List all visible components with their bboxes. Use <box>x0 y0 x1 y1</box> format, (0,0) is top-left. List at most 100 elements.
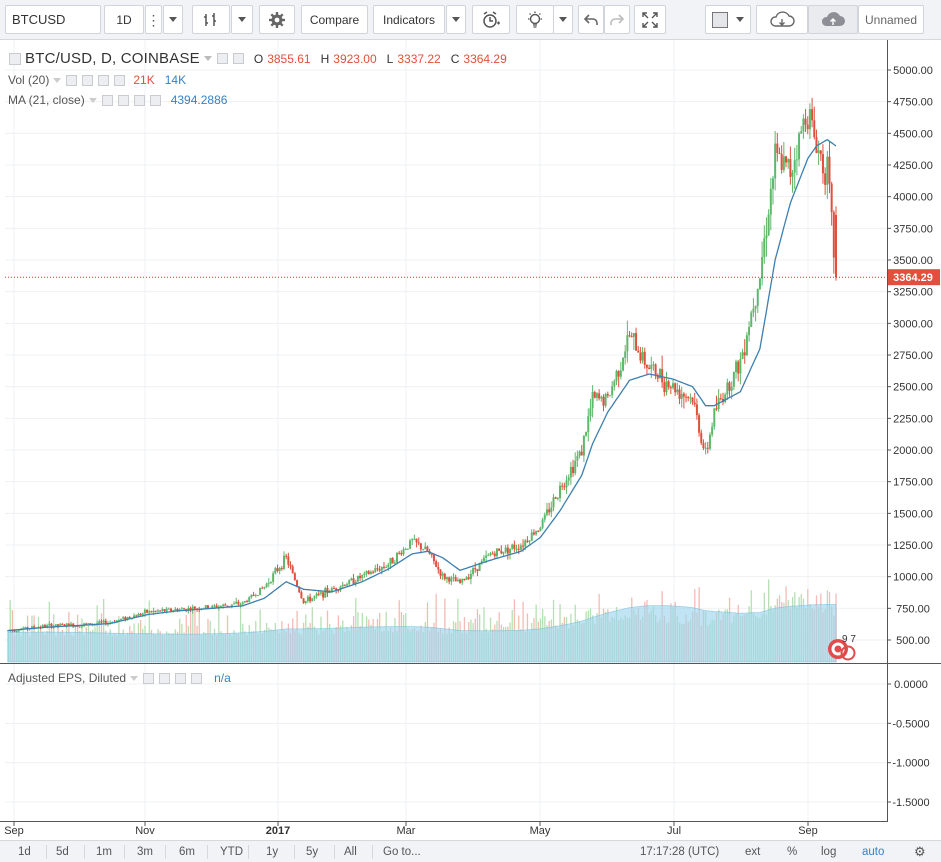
goto-button[interactable]: Go to... <box>383 846 421 858</box>
events-badge[interactable]: 9 7 <box>826 634 862 662</box>
eye-icon[interactable] <box>216 53 228 64</box>
eye-icon[interactable] <box>143 672 155 684</box>
range-3m-button[interactable]: 3m <box>137 846 153 858</box>
range-5d-button[interactable]: 5d <box>56 846 69 858</box>
candle-body <box>156 610 159 612</box>
close-icon[interactable] <box>191 672 203 684</box>
volume-bar <box>103 598 105 662</box>
candle-body <box>509 548 512 554</box>
eye-icon[interactable] <box>66 74 78 86</box>
candle-body <box>678 389 681 399</box>
candle-body <box>263 586 266 589</box>
candle-body <box>591 392 594 409</box>
ma-line <box>7 138 837 632</box>
candle-body <box>761 257 764 279</box>
candle-body <box>685 396 688 398</box>
redo-button[interactable] <box>604 5 630 34</box>
candle-body <box>624 351 627 358</box>
low-label: L <box>386 51 394 66</box>
chevron-down-icon <box>736 17 744 22</box>
candle-body <box>402 549 405 555</box>
time-tick-label: Jul <box>667 825 681 837</box>
candle-body <box>120 618 123 620</box>
candle-body <box>430 553 433 555</box>
log-scale-button[interactable]: log <box>821 846 837 858</box>
candle-body <box>672 383 675 388</box>
plus-icon[interactable] <box>98 74 110 86</box>
candle-body <box>487 554 490 556</box>
candle-body <box>280 567 283 569</box>
chart-style-dropdown-button[interactable] <box>231 5 253 34</box>
candle-body <box>189 608 192 611</box>
extended-hours-button[interactable]: ext <box>745 846 761 858</box>
indicators-dropdown-button[interactable] <box>446 5 466 34</box>
gear-icon[interactable]: ⚙ <box>914 844 926 859</box>
candle-body <box>128 617 131 619</box>
fullscreen-button[interactable] <box>634 5 666 34</box>
range-all-button[interactable]: All <box>344 846 357 858</box>
auto-scale-button[interactable]: auto <box>862 846 885 858</box>
gear-icon[interactable] <box>82 74 94 86</box>
range-1y-button[interactable]: 1y <box>266 846 279 858</box>
candle-body <box>532 532 535 535</box>
candle-body <box>698 415 701 433</box>
candle-body <box>604 394 607 406</box>
candle-body <box>676 389 679 393</box>
indicators-button[interactable]: Indicators <box>373 5 445 34</box>
candle-body <box>756 288 759 307</box>
price-tick-label: 5000.00 <box>893 65 933 77</box>
ideas-dropdown-button[interactable] <box>553 5 573 34</box>
ideas-button[interactable] <box>516 5 554 34</box>
chevron-down-icon[interactable] <box>53 77 62 83</box>
chart-style-button[interactable] <box>192 5 230 34</box>
eye-icon[interactable] <box>101 94 113 106</box>
range-1m-button[interactable]: 1m <box>96 846 112 858</box>
interval-button[interactable]: 1D <box>104 5 144 34</box>
chevron-down-icon[interactable] <box>203 56 212 61</box>
interval-more-button[interactable]: ⋮ <box>145 5 162 34</box>
settings-button[interactable] <box>259 5 295 34</box>
candle-body <box>650 364 653 370</box>
candle-body <box>211 605 214 608</box>
candle-body <box>372 571 375 573</box>
candle-body <box>359 575 362 579</box>
chart-container[interactable]: 3364.29 500.00 750.00 1000.00 1250.00 1500.00… <box>0 40 941 840</box>
candle-body <box>452 577 455 579</box>
plus-icon[interactable] <box>175 672 187 684</box>
alert-button[interactable] <box>472 5 510 34</box>
plus-icon[interactable] <box>133 94 145 106</box>
chevron-down-icon[interactable] <box>88 97 97 103</box>
candle-body <box>776 143 779 153</box>
layout-button[interactable] <box>705 5 751 34</box>
save-button[interactable] <box>808 5 858 34</box>
range-ytd-button[interactable]: YTD <box>220 846 243 858</box>
eps-tick-label: -0.5000 <box>892 718 929 730</box>
candle-body <box>585 432 588 436</box>
candle-body <box>635 333 638 351</box>
interval-dropdown-button[interactable] <box>163 5 183 34</box>
collapse-legend-icon[interactable] <box>9 52 21 65</box>
compare-button[interactable]: Compare <box>301 5 368 34</box>
layout-name-button[interactable]: Unnamed <box>858 5 924 34</box>
candle-body <box>539 527 542 532</box>
close-icon[interactable] <box>114 74 126 86</box>
chart-canvas[interactable]: 3364.29 500.00 750.00 1000.00 1250.00 1500.00… <box>0 40 941 840</box>
candle-body <box>695 404 698 416</box>
range-1d-button[interactable]: 1d <box>18 846 31 858</box>
gear-icon[interactable] <box>232 53 244 64</box>
candle-body <box>296 580 299 587</box>
candle-body <box>821 154 824 174</box>
percent-scale-button[interactable]: % <box>787 846 798 858</box>
undo-button[interactable] <box>578 5 604 34</box>
gear-icon[interactable] <box>159 672 171 684</box>
gear-icon[interactable] <box>117 94 129 106</box>
range-6m-button[interactable]: 6m <box>179 846 195 858</box>
candle-body <box>124 617 127 621</box>
chevron-down-icon[interactable] <box>130 675 139 681</box>
candle-body <box>576 455 579 461</box>
close-icon[interactable] <box>149 94 161 106</box>
load-button[interactable] <box>756 5 808 34</box>
candle-body <box>622 357 625 371</box>
symbol-input[interactable]: BTCUSD <box>5 5 101 34</box>
range-5y-button[interactable]: 5y <box>306 846 319 858</box>
